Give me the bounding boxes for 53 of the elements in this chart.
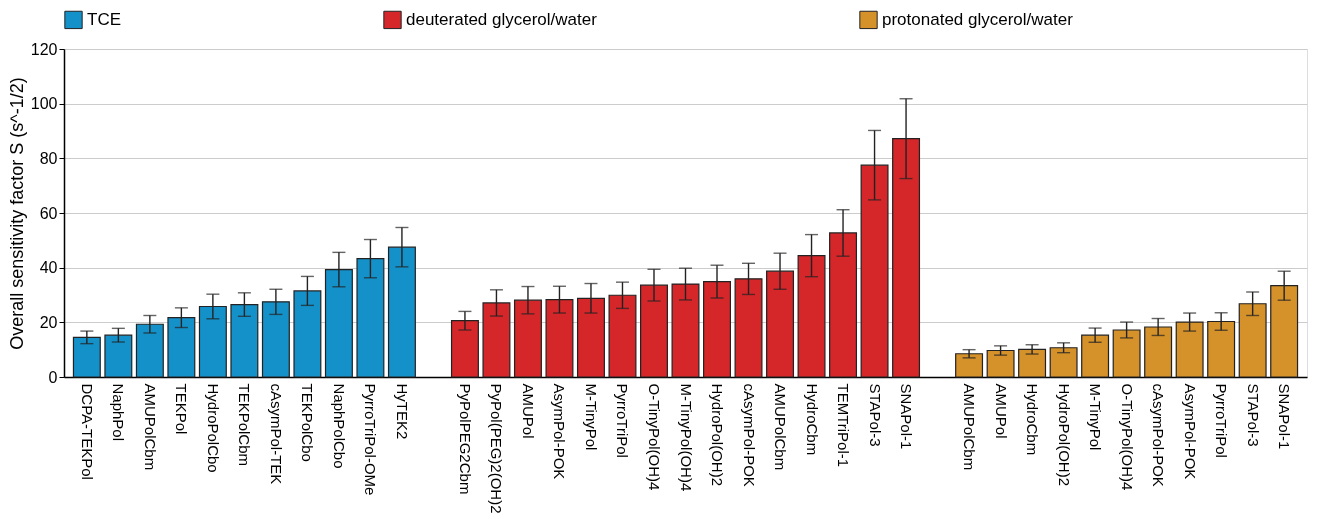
x-tick-label: TEKPolCbo <box>299 383 317 462</box>
x-tick-label: HydroCbm <box>803 383 821 456</box>
x-tick-label: cAsymPol-POK <box>1150 383 1168 487</box>
legend-label: TCE <box>87 9 121 29</box>
x-tick-label: AMUPol <box>519 383 537 439</box>
legend-label: protonated glycerol/water <box>882 9 1074 29</box>
x-tick-label: TEKPol <box>173 383 191 435</box>
x-tick-label: HydroPol(OH)2 <box>709 383 727 487</box>
x-tick-label: HydroCbm <box>1024 383 1042 456</box>
legend-label: deuterated glycerol/water <box>406 9 598 29</box>
x-tick-label: AMUPol <box>992 383 1010 439</box>
y-tick-label: 40 <box>39 259 58 277</box>
y-tick-label: 120 <box>30 40 58 58</box>
y-tick-label: 20 <box>39 313 58 331</box>
x-tick-label: AsymPol-POK <box>551 383 569 480</box>
bar <box>72 336 101 378</box>
x-tick-label: PyPol(PEG)2(OH)2 <box>488 383 506 514</box>
x-tick-label: AMUPolCbm <box>961 383 979 471</box>
x-tick-label: SNAPol-1 <box>1276 383 1294 450</box>
x-tick-label: M-TinyPol <box>582 383 600 451</box>
x-tick-label: M-TinyPol <box>1087 383 1105 451</box>
x-tick-label: AMUPolCbm <box>772 383 790 471</box>
x-tick-label: AsymPol-POK <box>1181 383 1199 480</box>
y-tick-label: 100 <box>30 95 58 113</box>
x-tick-label: HydroPolCbo <box>204 383 222 473</box>
x-tick-label: AMUPolCbm <box>141 383 159 471</box>
bar <box>986 349 1015 378</box>
y-axis-title: Overall sensitivity factor S (s^-1/2) <box>6 77 27 350</box>
x-tick-label: NaphPolCbo <box>330 383 348 469</box>
y-tick-label: 0 <box>48 368 58 386</box>
x-tick-label: HyTEK2 <box>393 383 411 440</box>
x-tick-label: NaphPol <box>110 383 128 442</box>
x-tick-label: PyrroTriPol <box>1213 383 1231 458</box>
x-tick-label: TEMTriPol-1 <box>835 383 853 468</box>
x-tick-label: O-TinyPol(OH)4 <box>1118 383 1136 491</box>
x-tick-label: cAsymPol-POK <box>740 383 758 487</box>
x-tick-label: M-TinyPol(OH)4 <box>677 383 695 492</box>
bar <box>1049 347 1078 378</box>
y-tick-label: 60 <box>39 204 58 222</box>
x-tick-label: STAPol-3 <box>866 383 884 447</box>
x-tick-label: SNAPol-1 <box>898 383 916 450</box>
x-tick-label: PyPolPEG2Cbm <box>456 383 474 495</box>
x-tick-label: cAsymPol-TEK <box>267 383 285 485</box>
bar <box>955 353 984 378</box>
x-tick-label: TEKPolCbm <box>236 383 254 467</box>
x-tick-label: PyrroTriPol <box>614 383 632 458</box>
x-tick-label: HydroPol(OH)2 <box>1055 383 1073 487</box>
x-tick-label: O-TinyPol(OH)4 <box>645 383 663 491</box>
x-tick-label: DCPA-TEKPol <box>78 383 96 480</box>
y-tick-label: 80 <box>39 149 58 167</box>
x-tick-label: PyrroTriPol-OMe <box>362 383 380 496</box>
x-tick-label: STAPol-3 <box>1244 383 1262 447</box>
bar <box>1018 348 1047 378</box>
